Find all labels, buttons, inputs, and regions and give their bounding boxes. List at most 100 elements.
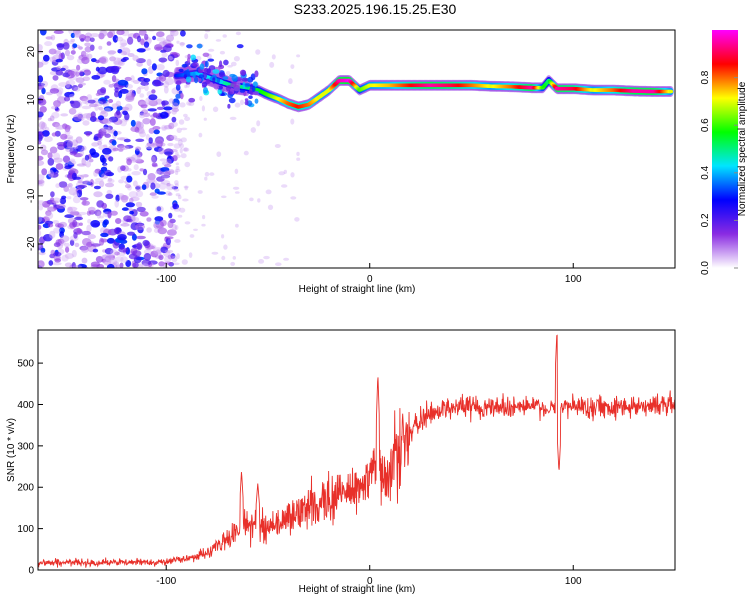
heatmap-noise-cell	[49, 56, 57, 63]
heatmap-noise-cell	[162, 45, 172, 53]
heatmap-noise-cell	[290, 64, 295, 69]
heatmap-ridge-cell	[178, 68, 184, 72]
heatmap-noise-cell	[203, 117, 207, 121]
heatmap-noise-cell	[269, 61, 275, 68]
heatmap-noise-cell	[148, 127, 155, 134]
heatmap-noise-cell	[154, 183, 161, 189]
heatmap-noise-cell	[91, 142, 100, 147]
heatmap-noise-cell	[149, 192, 157, 196]
heatmap-noise-cell	[62, 124, 72, 130]
heatmap-ridge-cell	[194, 76, 199, 84]
heatmap-noise-cell	[179, 148, 183, 154]
heatmap-noise-cell	[230, 261, 236, 266]
heatmap-noise-cell	[79, 245, 89, 251]
heatmap-noise-cell	[72, 43, 78, 48]
heatmap-noise-cell	[76, 64, 81, 71]
heatmap-noise-cell	[67, 183, 73, 188]
heatmap-noise-cell	[81, 56, 90, 65]
heatmap-noise-cell	[250, 127, 256, 133]
heatmap-noise-cell	[93, 191, 103, 198]
heatmap-noise-cell	[155, 98, 163, 105]
heatmap-noise-cell	[158, 147, 165, 155]
heatmap-noise-cell	[153, 247, 163, 255]
heatmap-noise-cell	[234, 168, 239, 174]
heatmap-noise-cell	[169, 30, 177, 33]
heatmap-noise-cell	[135, 184, 142, 192]
heatmap-noise-cell	[184, 186, 188, 191]
heatmap-noise-cell	[90, 152, 100, 158]
heatmap-noise-cell	[274, 144, 281, 148]
heatmap-ridge	[173, 30, 674, 113]
heatmap-noise-cell	[221, 234, 225, 239]
heatmap-noise-cell	[84, 154, 90, 161]
heatmap-noise-cell	[257, 198, 261, 203]
heatmap-noise-cell	[148, 137, 153, 144]
heatmap-noise-cell	[267, 204, 274, 210]
heatmap-noise-cell	[67, 40, 75, 44]
heatmap-noise-cell	[91, 58, 97, 63]
heatmap-noise-cell	[156, 106, 165, 110]
heatmap-noise-cell	[115, 218, 122, 224]
heatmap-noise-cell	[189, 234, 195, 238]
heatmap-noise-cell	[69, 239, 75, 246]
colorbar-tick-label: 0.0	[700, 261, 711, 275]
heatmap-noise-cell	[179, 207, 186, 213]
heatmap-ridge-cell	[175, 80, 182, 85]
heatmap-noise-cell	[132, 216, 140, 223]
heatmap-noise-cell	[230, 61, 237, 67]
heatmap-noise-cell	[77, 264, 87, 268]
heatmap-noise-cell	[125, 183, 131, 189]
heatmap-noise-cell	[146, 217, 152, 222]
heatmap-noise-cell	[64, 214, 75, 219]
heatmap-y-tick-label: 20	[26, 46, 37, 58]
heatmap-noise-cell	[82, 199, 87, 206]
heatmap-noise-cell	[52, 152, 61, 160]
heatmap-noise-cell	[117, 234, 127, 241]
heatmap-noise-cell	[43, 54, 50, 62]
heatmap-noise-cell	[156, 176, 165, 182]
heatmap-noise-cell	[143, 78, 151, 83]
heatmap-noise-cell	[183, 185, 189, 189]
heatmap-noise-cell	[152, 126, 161, 130]
heatmap-noise-cell	[136, 87, 142, 95]
heatmap-noise-cell	[179, 102, 186, 108]
heatmap-noise-cell	[174, 183, 179, 188]
heatmap-noise-cell	[61, 254, 69, 262]
heatmap-noise-cell	[54, 50, 62, 55]
heatmap-noise-cell	[107, 177, 113, 182]
heatmap-noise-cell	[120, 223, 130, 227]
heatmap-noise-cell	[183, 147, 188, 152]
heatmap-noise-cell	[74, 30, 82, 38]
heatmap-noise-cell	[127, 231, 135, 236]
heatmap-y-ticks: 20 10 0 -10 -20	[26, 46, 43, 251]
heatmap-noise-cell	[38, 44, 43, 52]
heatmap-ridge-cell	[199, 63, 205, 70]
heatmap-noise-cell	[97, 115, 105, 121]
heatmap-noise-cell	[49, 197, 55, 204]
heatmap-noise-cell	[159, 219, 167, 227]
heatmap-noise-cell	[118, 252, 126, 257]
heatmap-noise-cell	[88, 158, 94, 163]
heatmap-noise-cell	[76, 189, 83, 198]
heatmap-noise-cell	[141, 184, 147, 191]
heatmap-noise-cell	[106, 41, 112, 46]
heatmap-noise-cell	[38, 179, 45, 184]
heatmap-noise-cell	[97, 140, 103, 146]
heatmap-noise-cell	[72, 265, 82, 268]
heatmap-noise-cell	[133, 180, 138, 187]
heatmap-noise-cell	[120, 165, 126, 172]
heatmap-noise-cell	[131, 171, 141, 176]
heatmap-noise-cell	[79, 95, 89, 101]
heatmap-noise-cell	[124, 76, 132, 82]
heatmap-noise-cell	[117, 49, 123, 54]
heatmap-noise-cell	[155, 249, 162, 257]
heatmap-noise-cell	[38, 141, 42, 145]
heatmap-noise-cell	[103, 144, 108, 148]
heatmap-noise-cell	[125, 260, 132, 267]
heatmap-noise-cell	[86, 210, 92, 216]
heatmap-noise-cell	[125, 202, 135, 208]
heatmap-noise-cell	[113, 261, 120, 266]
heatmap-noise-cell	[79, 148, 85, 157]
heatmap-noise-cell	[44, 41, 53, 47]
